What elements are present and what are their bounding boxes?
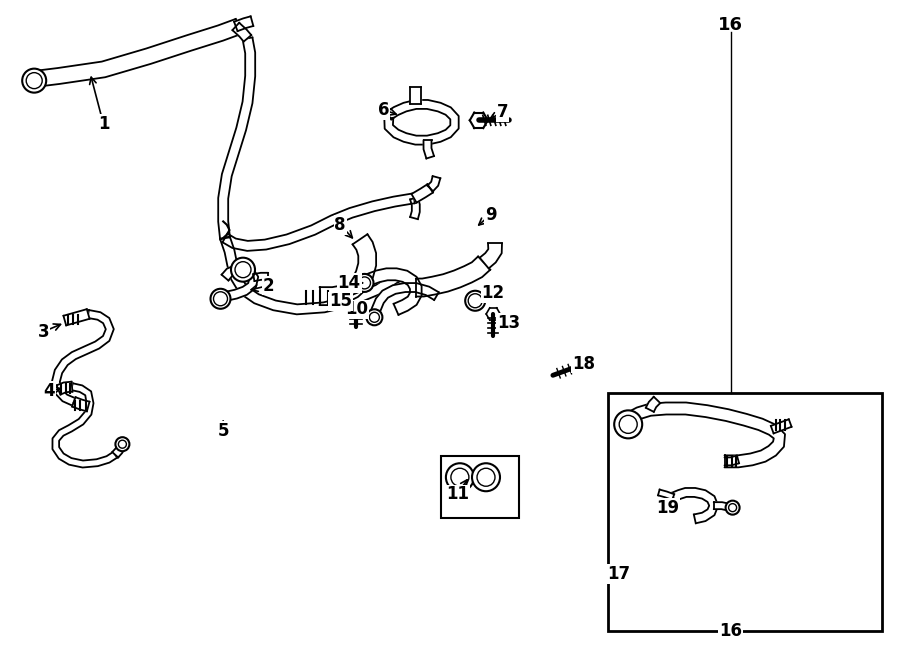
Circle shape <box>729 504 736 512</box>
Polygon shape <box>63 309 90 325</box>
Polygon shape <box>369 283 439 318</box>
Polygon shape <box>714 502 732 511</box>
Polygon shape <box>52 310 113 406</box>
Circle shape <box>725 500 740 515</box>
Circle shape <box>477 468 495 486</box>
Text: 7: 7 <box>497 103 508 122</box>
Polygon shape <box>480 243 502 268</box>
Circle shape <box>366 309 382 325</box>
Polygon shape <box>621 403 785 467</box>
Text: 17: 17 <box>608 564 631 583</box>
Circle shape <box>119 440 126 448</box>
Circle shape <box>26 73 42 89</box>
Polygon shape <box>219 265 258 303</box>
Bar <box>608 393 882 631</box>
Polygon shape <box>112 444 125 457</box>
Circle shape <box>358 277 371 289</box>
Text: 13: 13 <box>497 313 520 332</box>
Polygon shape <box>361 268 421 315</box>
Polygon shape <box>234 17 253 31</box>
Circle shape <box>356 274 373 292</box>
Text: 15: 15 <box>328 292 352 311</box>
Text: 6: 6 <box>378 100 389 119</box>
Text: 10: 10 <box>345 300 368 319</box>
Polygon shape <box>31 19 241 87</box>
Circle shape <box>211 289 230 309</box>
Circle shape <box>472 463 500 491</box>
Circle shape <box>614 410 643 438</box>
Polygon shape <box>57 381 73 395</box>
Circle shape <box>465 291 485 311</box>
Text: 19: 19 <box>656 498 680 517</box>
Polygon shape <box>222 194 415 251</box>
Circle shape <box>231 258 255 282</box>
Circle shape <box>451 468 469 486</box>
Polygon shape <box>410 87 421 104</box>
Polygon shape <box>724 455 739 465</box>
Text: 4: 4 <box>44 382 55 401</box>
Text: 11: 11 <box>446 485 469 504</box>
Polygon shape <box>52 383 117 467</box>
Text: 3: 3 <box>38 323 49 341</box>
Circle shape <box>213 292 228 306</box>
Polygon shape <box>232 22 251 42</box>
Circle shape <box>369 312 380 323</box>
Circle shape <box>235 262 251 278</box>
Text: 14: 14 <box>338 274 361 292</box>
Text: 18: 18 <box>572 354 595 373</box>
Polygon shape <box>424 140 434 159</box>
Polygon shape <box>220 237 399 315</box>
Text: 16: 16 <box>718 16 743 34</box>
Circle shape <box>619 415 637 434</box>
Polygon shape <box>428 176 440 191</box>
Polygon shape <box>72 397 89 411</box>
Circle shape <box>468 293 482 308</box>
Text: 2: 2 <box>263 276 274 295</box>
Polygon shape <box>416 256 490 297</box>
Polygon shape <box>646 397 661 412</box>
Polygon shape <box>411 184 433 203</box>
Text: 1: 1 <box>98 115 109 134</box>
Polygon shape <box>658 490 674 500</box>
Polygon shape <box>253 273 268 281</box>
Polygon shape <box>320 234 376 305</box>
Circle shape <box>446 463 474 491</box>
Polygon shape <box>218 38 256 239</box>
Text: 5: 5 <box>218 422 229 440</box>
Circle shape <box>115 437 130 451</box>
Bar <box>441 456 519 518</box>
Polygon shape <box>410 197 419 219</box>
Polygon shape <box>671 488 718 524</box>
Text: 8: 8 <box>335 215 346 234</box>
Polygon shape <box>384 100 459 145</box>
Text: 12: 12 <box>482 284 505 302</box>
Text: 16: 16 <box>719 622 742 641</box>
Text: 9: 9 <box>485 206 496 224</box>
Polygon shape <box>770 419 792 434</box>
Circle shape <box>22 69 46 93</box>
